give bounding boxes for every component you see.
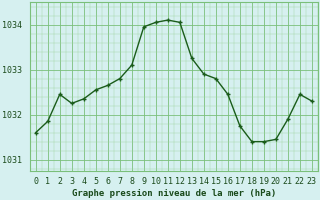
- X-axis label: Graphe pression niveau de la mer (hPa): Graphe pression niveau de la mer (hPa): [72, 189, 276, 198]
